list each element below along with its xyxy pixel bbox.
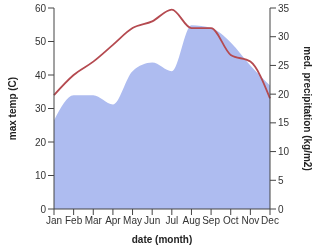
svg-text:50: 50	[35, 36, 47, 47]
svg-text:0: 0	[40, 204, 46, 215]
svg-text:0: 0	[278, 204, 284, 215]
svg-text:Nov: Nov	[241, 215, 259, 226]
svg-text:30: 30	[278, 31, 290, 42]
svg-text:60: 60	[35, 3, 47, 14]
svg-text:Mar: Mar	[85, 215, 103, 226]
svg-text:Feb: Feb	[65, 215, 83, 226]
svg-text:Aug: Aug	[183, 215, 201, 226]
svg-text:Dec: Dec	[261, 215, 279, 226]
svg-text:May: May	[123, 215, 142, 226]
svg-text:date (month): date (month)	[132, 234, 193, 245]
svg-text:Jun: Jun	[144, 215, 160, 226]
svg-text:30: 30	[35, 103, 47, 114]
svg-text:20: 20	[35, 137, 47, 148]
svg-text:25: 25	[278, 60, 290, 71]
svg-text:20: 20	[278, 89, 290, 100]
svg-text:10: 10	[35, 170, 47, 181]
svg-text:Sep: Sep	[202, 215, 220, 226]
svg-text:Jan: Jan	[46, 215, 62, 226]
svg-text:15: 15	[278, 117, 290, 128]
svg-text:5: 5	[278, 175, 284, 186]
svg-text:med. precipitation (kg/m2): med. precipitation (kg/m2)	[302, 46, 310, 170]
svg-text:Apr: Apr	[105, 215, 121, 226]
svg-text:35: 35	[278, 3, 290, 14]
svg-text:Jul: Jul	[165, 215, 178, 226]
svg-text:max temp (C): max temp (C)	[8, 77, 18, 140]
svg-text:10: 10	[278, 146, 290, 157]
svg-text:40: 40	[35, 70, 47, 81]
svg-text:Oct: Oct	[223, 215, 239, 226]
